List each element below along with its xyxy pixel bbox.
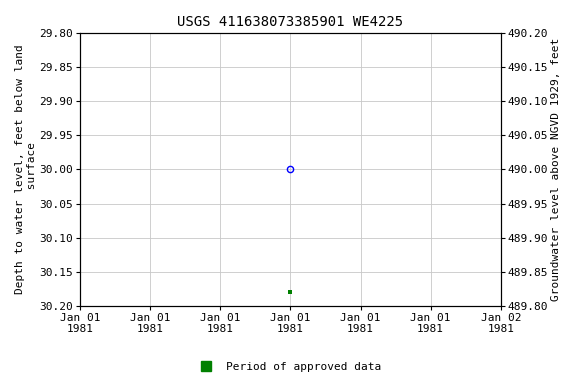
Y-axis label: Groundwater level above NGVD 1929, feet: Groundwater level above NGVD 1929, feet xyxy=(551,38,561,301)
Title: USGS 411638073385901 WE4225: USGS 411638073385901 WE4225 xyxy=(177,15,403,29)
Legend: Period of approved data: Period of approved data xyxy=(191,358,385,377)
Y-axis label: Depth to water level, feet below land
 surface: Depth to water level, feet below land su… xyxy=(15,45,37,294)
